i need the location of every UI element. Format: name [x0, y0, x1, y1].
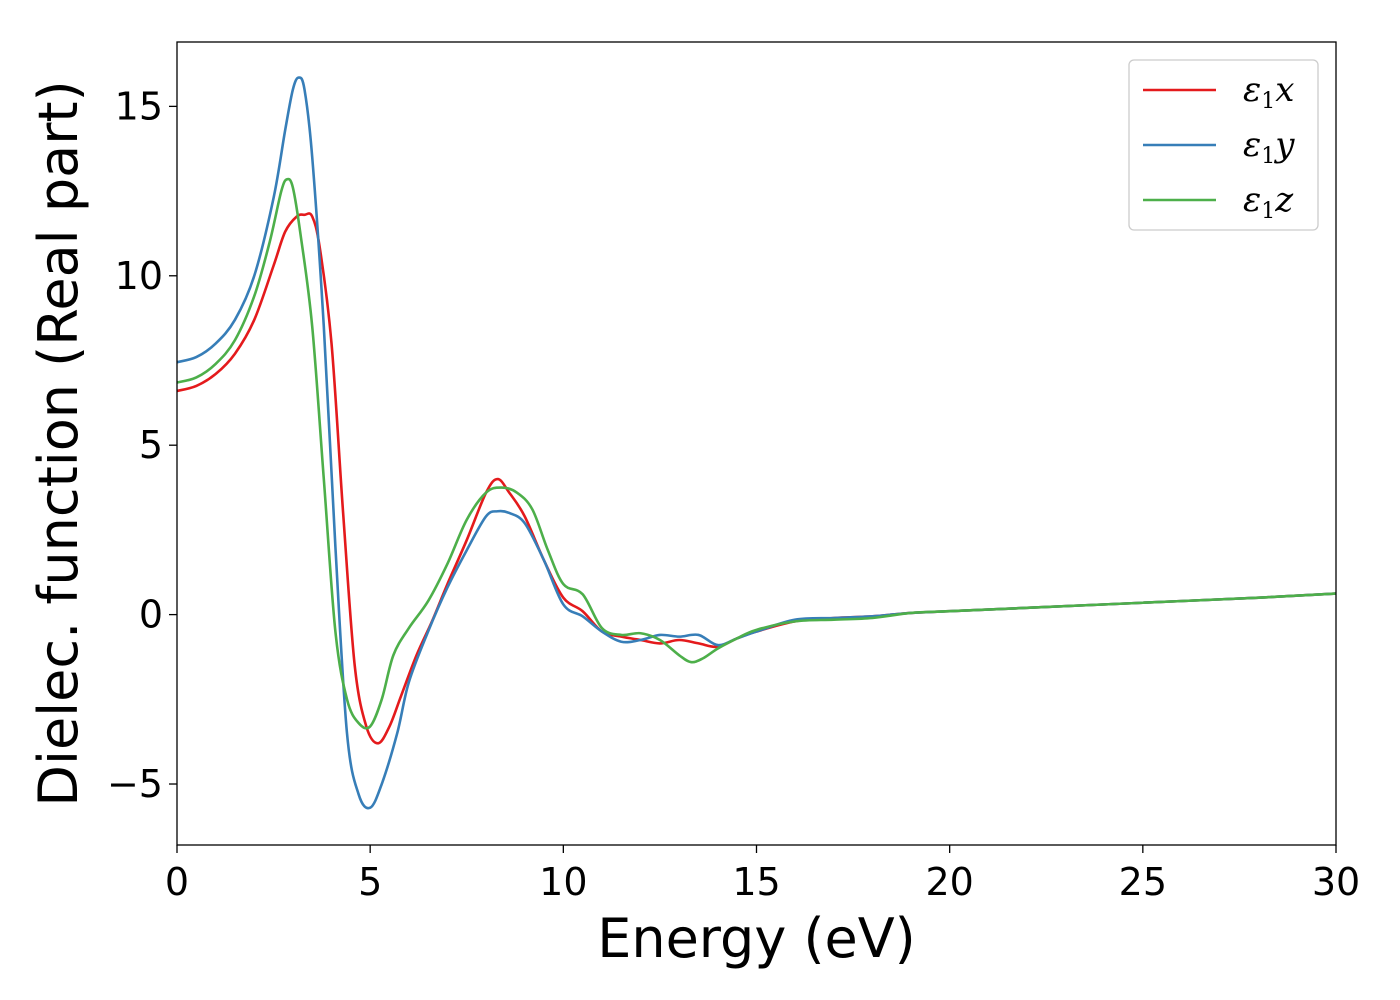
- x-tick-label: 5: [358, 860, 382, 904]
- y-tick-label: 15: [115, 84, 163, 128]
- series-layer: [176, 76, 1337, 810]
- legend-label-x: ε1x: [1243, 70, 1294, 114]
- x-tick-label: 10: [539, 860, 587, 904]
- x-tick-label: 20: [925, 860, 973, 904]
- y-tick-label: −5: [107, 762, 163, 806]
- legend-box: [1128, 59, 1319, 231]
- y-axis-title: Dielec. function (Real part): [27, 80, 90, 806]
- series-line-y: [176, 76, 1337, 810]
- series-line-z: [176, 177, 1337, 730]
- legend-label-z: ε1z: [1243, 180, 1294, 224]
- x-axis-title: Energy (eV): [597, 907, 916, 970]
- y-tick-label: 5: [139, 423, 163, 467]
- legend: ε1x ε1y ε1z: [1128, 59, 1319, 231]
- y-tick-label: 10: [115, 254, 163, 298]
- x-tick-label: 0: [165, 860, 189, 904]
- y-axis-ticks: −5 0 5 10 15: [107, 84, 177, 806]
- y-tick-label: 0: [139, 593, 163, 637]
- x-tick-label: 25: [1119, 860, 1167, 904]
- x-axis-ticks: 0 5 10 15 20 25 30: [165, 845, 1360, 904]
- legend-label-y: ε1y: [1243, 125, 1295, 169]
- x-tick-label: 30: [1312, 860, 1360, 904]
- x-tick-label: 15: [732, 860, 780, 904]
